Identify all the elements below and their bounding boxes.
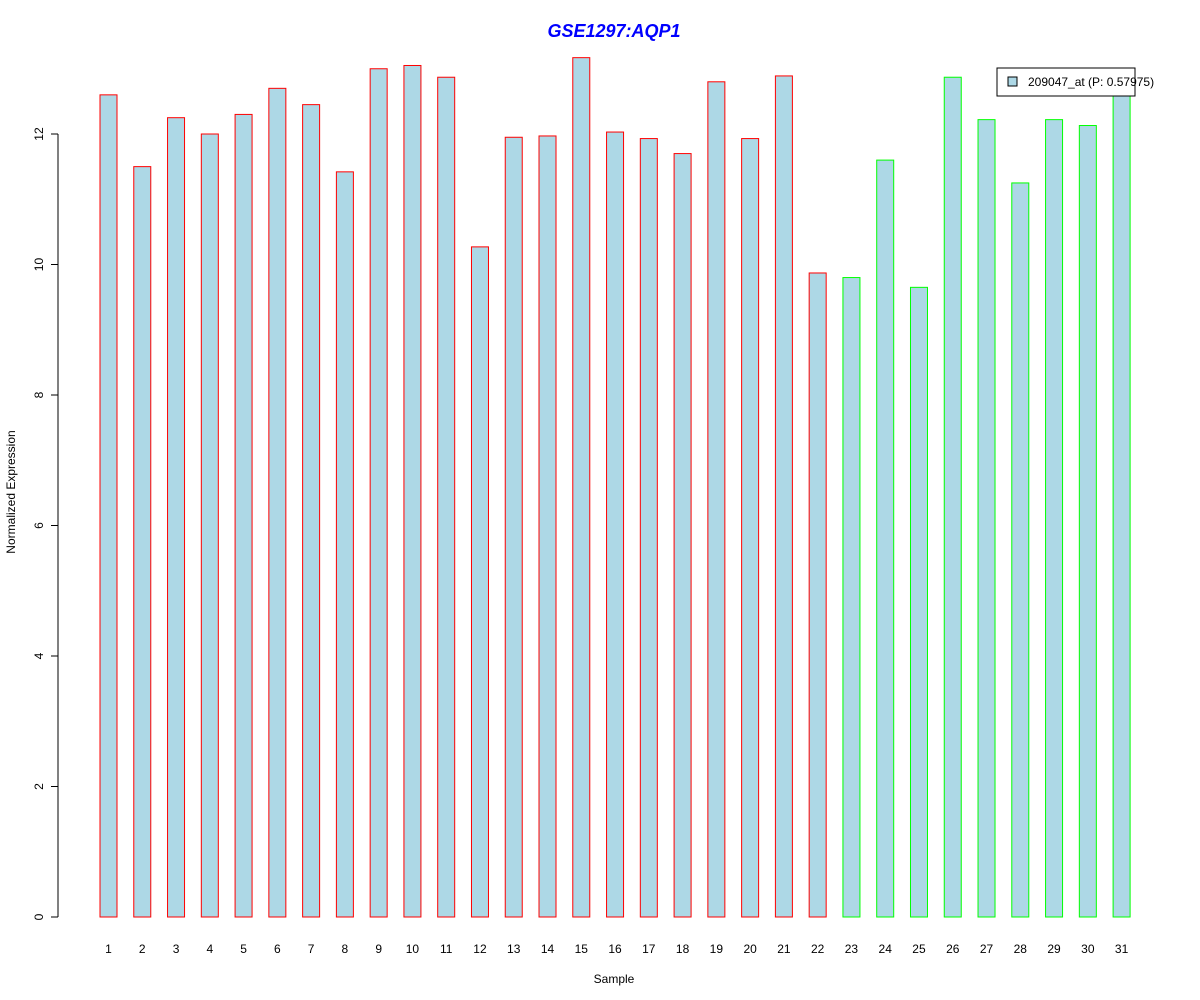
x-axis-label: Sample	[594, 972, 635, 986]
x-tick-label: 22	[811, 942, 825, 956]
x-tick-label: 19	[710, 942, 724, 956]
bar-sample-2	[133, 166, 152, 918]
x-tick-label: 15	[575, 942, 589, 956]
bar-sample-28	[1011, 182, 1030, 918]
x-tick-label: 21	[777, 942, 791, 956]
bar-sample-13	[504, 136, 523, 918]
x-tick-label: 7	[308, 942, 315, 956]
x-tick-label: 5	[240, 942, 247, 956]
legend-swatch	[1007, 76, 1018, 87]
legend-box	[996, 67, 1136, 97]
bar-sample-25	[909, 286, 928, 918]
y-tick-label: 8	[32, 391, 46, 398]
x-tick-label: 10	[406, 942, 420, 956]
bar-sample-18	[673, 153, 692, 918]
x-tick-label: 26	[946, 942, 960, 956]
x-tick-label: 29	[1047, 942, 1061, 956]
x-tick-label: 25	[912, 942, 926, 956]
x-tick-label: 28	[1014, 942, 1028, 956]
x-tick-label: 8	[342, 942, 349, 956]
bar-sample-29	[1045, 119, 1064, 918]
legend-label: 209047_at (P: 0.57975)	[1028, 75, 1154, 89]
y-axis-label: Normalized Expression	[4, 430, 18, 553]
x-tick-label: 14	[541, 942, 555, 956]
x-tick-label: 24	[879, 942, 893, 956]
bar-sample-31	[1112, 91, 1131, 918]
x-tick-label: 18	[676, 942, 690, 956]
bar-sample-10	[403, 64, 422, 918]
bar-sample-6	[268, 87, 287, 918]
x-tick-label: 23	[845, 942, 859, 956]
bar-sample-17	[639, 138, 658, 918]
bar-sample-8	[335, 171, 354, 918]
x-tick-label: 3	[173, 942, 180, 956]
bar-sample-24	[876, 159, 895, 918]
bar-sample-9	[369, 68, 388, 918]
x-tick-labels: 1 2 3 4 5 6 7 8 9 10 11 12 13 14 15 16 17 18 19 20 21 22 23 24 2…	[105, 942, 1128, 956]
y-tick-label: 10	[32, 258, 46, 272]
bar-sample-15	[572, 57, 591, 918]
bar-sample-1	[99, 94, 118, 918]
y-tick-label: 0	[32, 913, 46, 920]
x-tick-label: 4	[206, 942, 213, 956]
bar-sample-22	[808, 272, 827, 918]
bar-sample-16	[606, 131, 625, 918]
bar-sample-19	[707, 81, 726, 918]
legend: 209047_at (P: 0.57975)	[996, 67, 1154, 97]
bar-sample-5	[234, 113, 253, 918]
x-tick-label: 6	[274, 942, 281, 956]
y-tick-label: 4	[32, 652, 46, 659]
bar-sample-4	[200, 133, 219, 918]
x-tick-label: 17	[642, 942, 656, 956]
y-axis: 0 2 4 6 8 10 12	[32, 127, 59, 920]
x-tick-label: 20	[743, 942, 757, 956]
x-tick-label: 16	[608, 942, 622, 956]
x-tick-label: 1	[105, 942, 112, 956]
bars-group	[99, 57, 1131, 918]
x-tick-label: 12	[473, 942, 487, 956]
bar-sample-12	[470, 246, 489, 918]
chart-title: GSE1297:AQP1	[547, 21, 680, 41]
bar-sample-27	[977, 119, 996, 918]
x-tick-label: 9	[375, 942, 382, 956]
y-tick-label: 12	[32, 127, 46, 141]
x-tick-label: 13	[507, 942, 521, 956]
x-tick-label: 11	[440, 942, 453, 956]
x-tick-label: 27	[980, 942, 994, 956]
x-tick-label: 31	[1115, 942, 1129, 956]
bar-sample-20	[741, 138, 760, 918]
bar-sample-30	[1078, 125, 1097, 918]
x-tick-label: 30	[1081, 942, 1095, 956]
bar-sample-23	[842, 277, 861, 918]
bar-sample-3	[167, 117, 186, 918]
x-tick-label: 2	[139, 942, 146, 956]
y-tick-label: 2	[32, 783, 46, 790]
bar-sample-26	[943, 76, 962, 918]
y-tick-label: 6	[32, 522, 46, 529]
bar-sample-11	[437, 76, 456, 918]
bar-sample-21	[774, 75, 793, 918]
bar-sample-7	[302, 104, 321, 918]
bar-sample-14	[538, 135, 557, 918]
